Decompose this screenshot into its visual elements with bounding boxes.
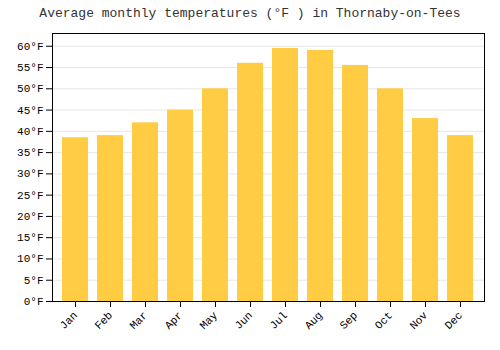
svg-text:55°F: 55°F xyxy=(17,62,43,74)
svg-text:30°F: 30°F xyxy=(17,168,43,180)
svg-text:Feb: Feb xyxy=(93,309,115,331)
svg-text:Nov: Nov xyxy=(408,309,431,332)
svg-text:50°F: 50°F xyxy=(17,83,43,95)
svg-text:45°F: 45°F xyxy=(17,105,43,117)
svg-text:15°F: 15°F xyxy=(17,232,43,244)
html-text:Average monthly temperatures (: Average monthly temperatures (°F ) in Th… xyxy=(39,6,461,21)
svg-text:Oct: Oct xyxy=(373,309,395,331)
svg-text:Sep: Sep xyxy=(338,309,360,331)
svg-text:0°F: 0°F xyxy=(24,296,44,308)
svg-text:Jan: Jan xyxy=(58,309,80,331)
svg-text:5°F: 5°F xyxy=(24,275,44,287)
svg-text:20°F: 20°F xyxy=(17,211,43,223)
svg-text:Aug: Aug xyxy=(303,309,325,331)
svg-text:Jun: Jun xyxy=(233,309,255,331)
svg-text:Dec: Dec xyxy=(443,309,465,331)
svg-text:40°F: 40°F xyxy=(17,126,43,138)
svg-text:35°F: 35°F xyxy=(17,147,43,159)
svg-text:60°F: 60°F xyxy=(17,41,43,53)
svg-text:Jul: Jul xyxy=(268,309,290,331)
svg-text:May: May xyxy=(198,309,221,332)
svg-text:Apr: Apr xyxy=(163,309,185,331)
svg-text:25°F: 25°F xyxy=(17,190,43,202)
svg-text:10°F: 10°F xyxy=(17,253,43,265)
svg-text:Mar: Mar xyxy=(128,309,150,331)
